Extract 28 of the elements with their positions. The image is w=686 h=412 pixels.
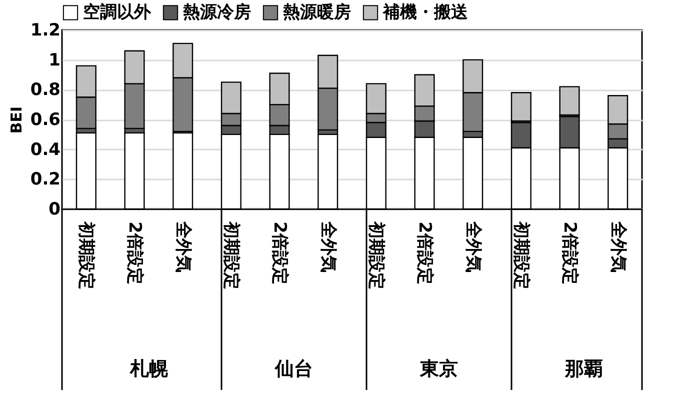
text: 那覇 bbox=[564, 358, 603, 380]
y-tick-label: 0 bbox=[48, 200, 61, 220]
x-tick-label: 2倍設定 bbox=[560, 222, 580, 284]
x-tick-label: 全外気 bbox=[462, 220, 483, 272]
y-tick-label: 1.2 bbox=[30, 20, 60, 40]
x-tick-label: 初期設定 bbox=[511, 220, 532, 290]
x-tick-label: 初期設定 bbox=[366, 220, 386, 290]
legend-label: 熱源冷房 bbox=[182, 2, 251, 23]
y-tick-label: 0.8 bbox=[30, 80, 60, 100]
text: 仙台 bbox=[274, 358, 313, 380]
text: 東京 bbox=[419, 358, 458, 380]
y-tick-label: 0.2 bbox=[30, 170, 60, 190]
x-tick-label: 2倍設定 bbox=[414, 222, 434, 284]
x-tick-label: 全外気 bbox=[172, 220, 193, 272]
y-tick-label: 0.6 bbox=[30, 110, 60, 130]
x-tick-label: 初期設定 bbox=[221, 220, 242, 290]
y-tick-label: 1 bbox=[48, 50, 60, 70]
x-tick-label: 全外気 bbox=[608, 220, 628, 272]
x-tick-label: 初期設定 bbox=[76, 220, 96, 290]
x-tick-label: 全外気 bbox=[318, 220, 338, 272]
x-tick-label: 2倍設定 bbox=[124, 222, 144, 284]
y-axis-title: BEI bbox=[7, 106, 26, 134]
legend-label: 熱源暖房 bbox=[282, 2, 351, 23]
x-tick-label: 2倍設定 bbox=[270, 222, 290, 284]
legend-label: 空調以外 bbox=[83, 2, 152, 23]
y-tick-label: 0.4 bbox=[30, 140, 61, 160]
legend-label: 補機・搬送 bbox=[382, 2, 468, 23]
text: 札幌 bbox=[129, 358, 169, 380]
